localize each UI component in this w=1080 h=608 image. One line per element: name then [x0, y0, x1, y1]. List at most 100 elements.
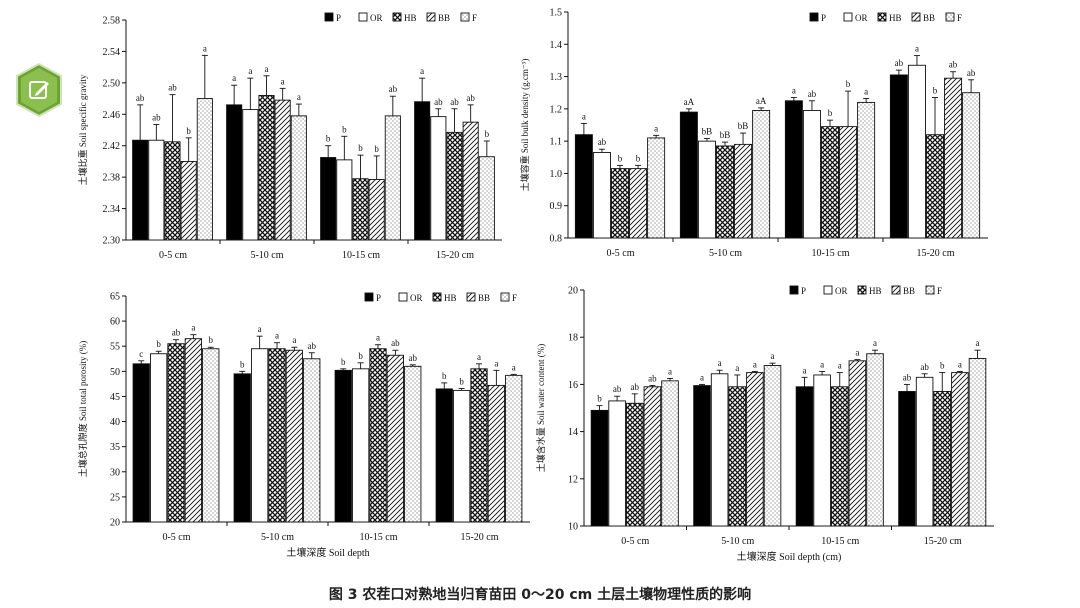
- legend-label-bb: BB: [478, 293, 490, 303]
- y-tick-label: 50: [110, 367, 120, 378]
- x-tick-label: 15-20 cm: [924, 536, 962, 547]
- bar-p: [132, 363, 150, 523]
- legend-label-p: P: [336, 13, 341, 23]
- y-tick-label: 1.2: [550, 104, 563, 115]
- legend-label-hb: HB: [869, 286, 882, 296]
- legend-swatch-p: [324, 12, 334, 22]
- significance-letter: ab: [613, 384, 622, 394]
- bar-p: [233, 373, 251, 523]
- y-tick-label: 40: [110, 417, 120, 428]
- significance-letter: ab: [152, 113, 161, 123]
- significance-letter: b: [186, 126, 191, 136]
- legend-label-hb: HB: [444, 293, 457, 303]
- significance-letter: b: [828, 108, 833, 118]
- bar-f: [962, 92, 981, 239]
- significance-letter: a: [735, 363, 739, 373]
- x-tick-label: 0-5 cm: [162, 532, 190, 543]
- bar-f: [404, 365, 422, 523]
- bar-or: [697, 140, 716, 239]
- bar-hb: [728, 386, 747, 527]
- significance-letter: a: [915, 44, 919, 54]
- legend-swatch-bb: [911, 12, 921, 22]
- significance-letter: a: [376, 333, 380, 343]
- bar-bb: [848, 360, 867, 527]
- bar-or: [149, 353, 168, 523]
- significance-letter: ab: [168, 83, 177, 93]
- significance-letter: b: [326, 134, 331, 144]
- bar-p: [574, 134, 593, 239]
- y-tick-label: 1.4: [550, 40, 563, 51]
- significance-letter: b: [618, 153, 623, 163]
- y-tick-label: 1.0: [550, 169, 563, 180]
- bar-bb: [184, 338, 203, 523]
- bar-bb: [734, 143, 753, 239]
- legend-swatch-bb: [891, 285, 901, 295]
- legend-label-f: F: [512, 293, 517, 303]
- bar-bb: [487, 384, 506, 523]
- significance-letter: b: [636, 153, 641, 163]
- bar-or: [452, 389, 471, 523]
- bar-p: [132, 139, 149, 241]
- caption-text: 农茬口对熟地当归育苗田 0～20 cm 土层土壤物理性质的影响: [362, 587, 752, 603]
- edit-badge[interactable]: [14, 62, 64, 118]
- legend: P OR HB BB F: [809, 12, 962, 23]
- significance-letter: ab: [450, 97, 459, 107]
- bar-hb: [164, 141, 181, 241]
- bar-or: [710, 373, 729, 527]
- x-axis-title: 土壤深度 Soil depth: [286, 546, 369, 559]
- y-axis-title: 土壤容重 Soil bulk density (g.cm⁻³): [519, 59, 530, 192]
- significance-letter: ab: [408, 353, 417, 363]
- x-tick-label: 0-5 cm: [159, 250, 187, 261]
- bar-bb: [643, 386, 662, 527]
- bar-f: [303, 358, 321, 523]
- significance-letter: a: [203, 43, 207, 53]
- significance-letter: a: [582, 111, 586, 121]
- bar-bb: [944, 77, 963, 239]
- significance-letter: b: [485, 129, 490, 139]
- legend-swatch-or: [398, 292, 408, 302]
- y-tick-label: 60: [110, 317, 120, 328]
- x-tick-label: 15-20 cm: [916, 248, 954, 259]
- significance-letter: bB: [720, 130, 731, 140]
- significance-letter: a: [838, 361, 842, 371]
- bar-f: [290, 115, 307, 241]
- bar-bb: [180, 160, 197, 241]
- bar-f: [647, 137, 666, 239]
- bar-or: [802, 110, 821, 239]
- y-tick-label: 1.3: [550, 72, 563, 83]
- bar-f: [857, 101, 876, 239]
- significance-letter: b: [358, 143, 363, 153]
- significance-letter: ab: [307, 341, 316, 351]
- chart-2: 0.8 0.9 1.0 1.1 1.2 1.3 1.4 1.5 土壤容重 Soil bulk d…: [519, 8, 988, 259]
- x-tick-label: 15-20 cm: [436, 250, 474, 261]
- significance-letter: a: [864, 87, 868, 97]
- legend-swatch-f: [945, 12, 955, 22]
- y-tick-label: 1.5: [550, 8, 563, 19]
- significance-letter: ab: [434, 97, 443, 107]
- significance-letter: a: [700, 372, 704, 382]
- y-axis-title: 土壤比重 Soil specific gravity: [77, 74, 88, 185]
- x-tick-label: 15-20 cm: [460, 532, 498, 543]
- significance-letter: a: [275, 331, 279, 341]
- significance-letter: a: [297, 92, 301, 102]
- bar-f: [384, 115, 401, 241]
- x-tick-label: 0-5 cm: [621, 536, 649, 547]
- significance-letter: ab: [967, 68, 976, 78]
- significance-letter: ab: [466, 93, 475, 103]
- significance-letter: a: [855, 348, 859, 358]
- significance-letter: aA: [756, 96, 767, 106]
- legend-swatch-f: [500, 292, 510, 302]
- legend-label-f: F: [472, 13, 477, 23]
- legend: P OR HB BB F: [364, 292, 517, 303]
- bar-bb: [746, 372, 764, 527]
- bar-p: [784, 100, 803, 239]
- legend-swatch-hb: [432, 292, 442, 302]
- y-tick-label: 16: [568, 380, 578, 391]
- bar-p: [334, 369, 352, 523]
- bar-hb: [446, 131, 463, 241]
- bar-hb: [716, 145, 734, 239]
- y-tick-label: 35: [110, 442, 120, 453]
- significance-letter: b: [374, 144, 379, 154]
- bar-p: [889, 74, 908, 239]
- bar-hb: [470, 368, 488, 523]
